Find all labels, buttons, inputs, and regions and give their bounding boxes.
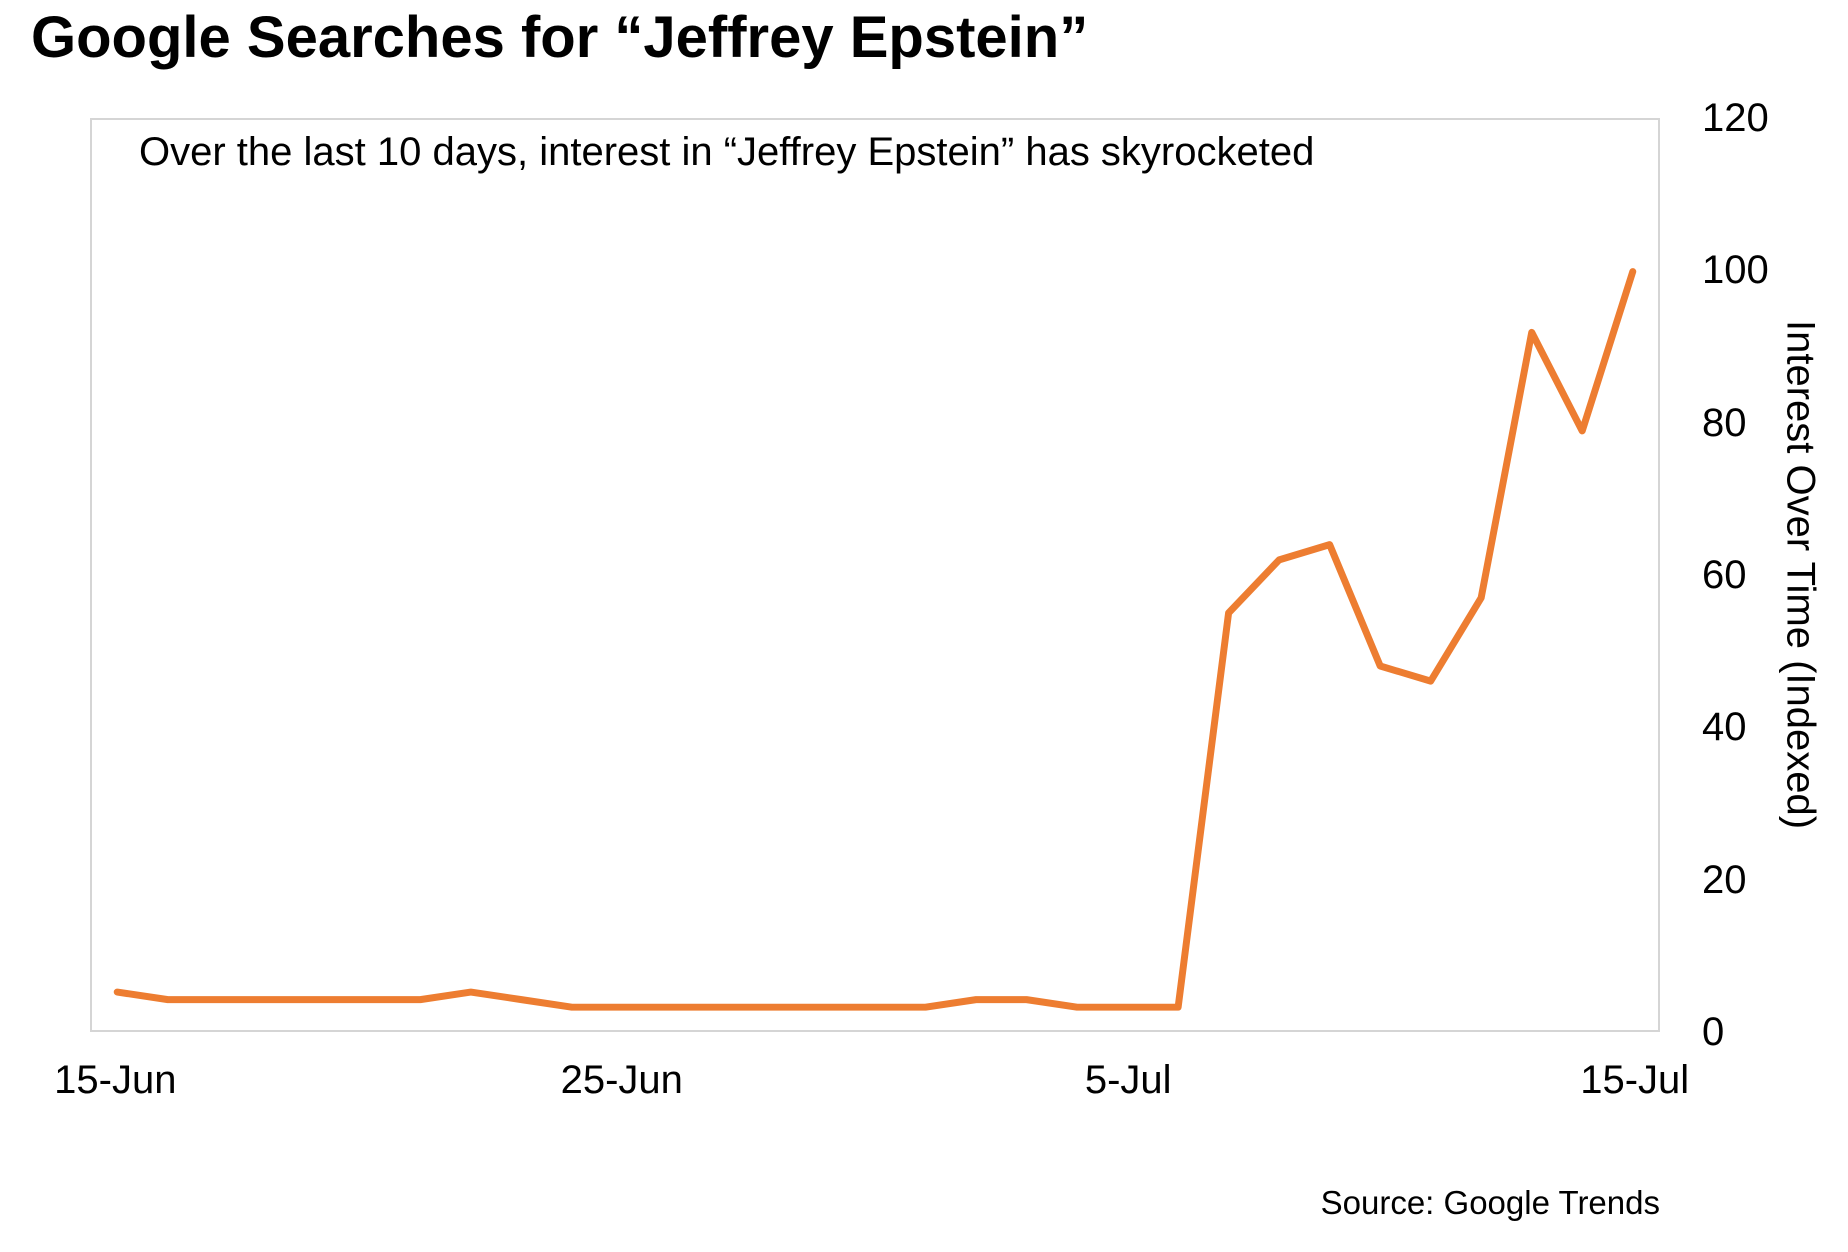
x-axis-tick-label: 15-Jul [1580, 1058, 1690, 1102]
source-note: Source: Google Trends [1320, 1184, 1660, 1221]
trend-line [113, 268, 1637, 1011]
chart-title: Google Searches for “Jeffrey Epstein” [31, 5, 1089, 70]
x-axis-tick-label: 15-Jun [54, 1058, 177, 1102]
y-axis-tick-label: 40 [1702, 705, 1747, 750]
y-axis-tick-label: 80 [1702, 400, 1747, 445]
y-axis-tick-label: 0 [1702, 1010, 1725, 1054]
trend-line-canvas [113, 268, 1637, 1011]
y-axis-tick-label: 120 [1702, 96, 1769, 140]
x-axis-tick-label: 25-Jun [560, 1058, 683, 1102]
plot-area: Over the last 10 days, interest in “Jeff… [90, 118, 1660, 1032]
x-axis-tick-label: 5-Jul [1084, 1058, 1172, 1102]
y-axis-tick-label: 100 [1702, 248, 1769, 293]
y-axis-title-wrap: Interest Over Time (Indexed) [1772, 118, 1828, 1032]
chart-annotation: Over the last 10 days, interest in “Jeff… [139, 130, 1315, 174]
y-axis-tick-label: 60 [1702, 553, 1747, 597]
crisis-investing-logo: DANGER + OPPORTUNITY Crisis Investing [0, 1110, 700, 1252]
y-axis-title: Interest Over Time (Indexed) [1778, 320, 1823, 830]
y-axis-tick-label: 20 [1702, 857, 1747, 902]
